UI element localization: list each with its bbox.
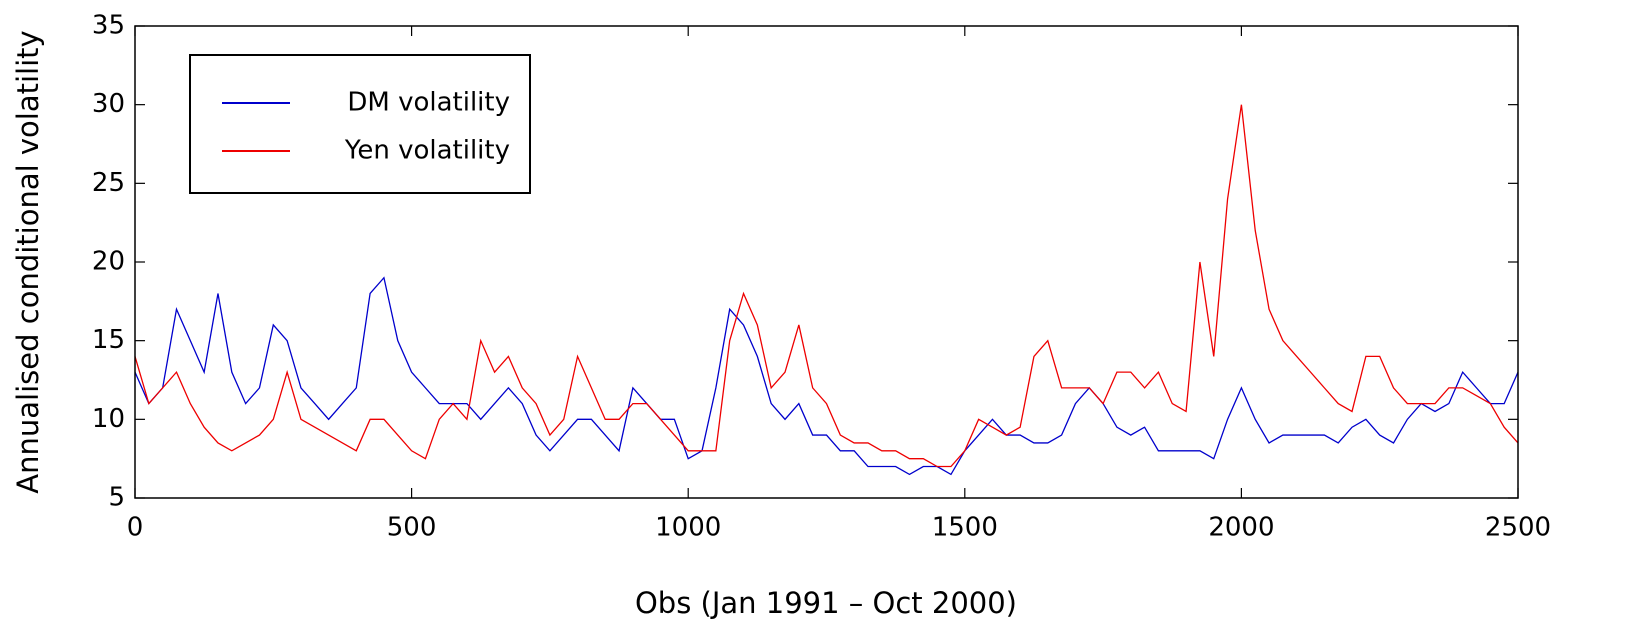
x-tick-label: 2000 (1208, 513, 1274, 543)
y-tick-label: 5 (108, 483, 125, 513)
y-tick-label: 15 (92, 325, 125, 355)
y-tick-label: 20 (92, 247, 125, 277)
y-tick-label: 35 (92, 11, 125, 41)
y-tick-label: 30 (92, 89, 125, 119)
x-tick-label: 2500 (1485, 513, 1551, 543)
x-tick-label: 500 (387, 513, 437, 543)
y-tick-label: 10 (92, 404, 125, 434)
x-tick-label: 0 (127, 513, 144, 543)
data-line (134, 104, 1519, 468)
data-line (134, 276, 1519, 476)
plot-frame (134, 25, 1519, 499)
x-axis-title: Obs (Jan 1991 – Oct 2000) (635, 586, 1017, 620)
x-tick-label: 1500 (932, 513, 998, 543)
x-tick-label: 1000 (655, 513, 721, 543)
legend-label: Yen volatility (344, 136, 510, 166)
legend-box (189, 54, 531, 194)
legend-label: DM volatility (347, 88, 510, 118)
y-axis-title: Annualised conditional volatility (11, 30, 45, 493)
y-tick-label: 25 (92, 168, 125, 198)
